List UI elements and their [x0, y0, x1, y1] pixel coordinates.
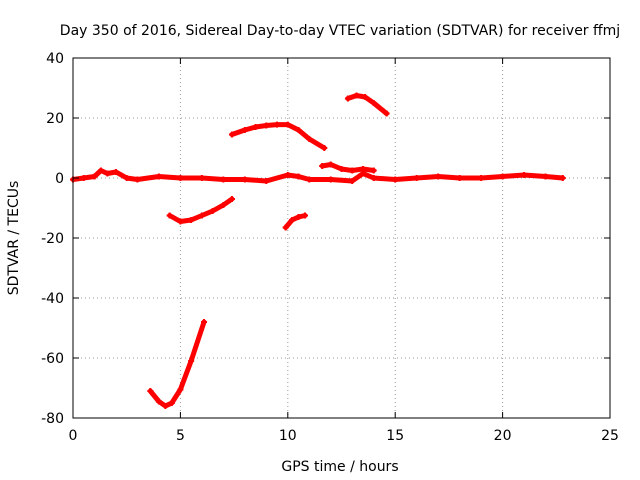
data-point-arc-upper — [241, 127, 248, 133]
data-point-baseline — [112, 169, 119, 175]
y-axis-label: SDTVAR / TECUs — [6, 181, 22, 296]
data-point-arc-left-dip — [209, 208, 216, 214]
data-point-arc-upper — [295, 127, 302, 133]
data-point-arc-top-right — [362, 94, 369, 100]
data-point-arc-mid-right — [319, 163, 326, 169]
data-point-baseline — [220, 176, 227, 183]
series-arc-top-right — [345, 93, 390, 116]
data-point-baseline — [295, 173, 302, 180]
series-arc-small — [283, 213, 308, 230]
data-point-baseline — [435, 173, 442, 180]
data-point-arc-top-right — [370, 100, 377, 106]
data-point-baseline — [349, 178, 356, 184]
data-point-baseline — [241, 176, 248, 183]
data-point-arc-left-dip — [198, 212, 205, 219]
data-point-arc-deep — [177, 386, 184, 393]
y-tick-label: 0 — [55, 171, 64, 187]
x-tick-label: 5 — [176, 428, 185, 444]
data-point-baseline — [97, 167, 104, 174]
data-point-baseline — [80, 175, 87, 181]
data-point-arc-deep — [188, 358, 195, 364]
x-tick-label: 15 — [386, 428, 404, 444]
y-tick-label: 20 — [46, 111, 64, 127]
data-point-arc-small — [301, 212, 308, 219]
data-point-baseline — [327, 176, 334, 183]
data-point-arc-deep — [162, 403, 169, 409]
data-point-arc-upper — [252, 124, 259, 130]
data-point-arc-deep — [201, 319, 208, 325]
chart-title: Day 350 of 2016, Sidereal Day-to-day VTE… — [60, 23, 620, 39]
data-point-arc-left-dip — [177, 218, 184, 225]
data-point-baseline — [134, 176, 141, 183]
data-point-baseline — [499, 173, 506, 180]
data-point-arc-small — [295, 214, 302, 220]
data-point-arc-deep — [155, 398, 162, 405]
y-tick-label: 40 — [46, 51, 64, 67]
series-group — [70, 92, 566, 409]
data-point-baseline — [104, 170, 111, 177]
series-arc-upper — [229, 122, 327, 151]
y-tick-label: -40 — [41, 291, 64, 307]
data-point-baseline — [521, 172, 528, 178]
data-point-baseline — [177, 175, 184, 181]
data-point-arc-mid-right — [327, 161, 334, 168]
data-point-baseline — [392, 176, 399, 183]
data-point-baseline — [306, 176, 313, 183]
y-tick-label: -80 — [41, 411, 64, 427]
data-point-arc-top-right — [353, 92, 360, 99]
data-point-arc-left-dip — [228, 196, 235, 202]
data-point-arc-upper — [284, 121, 291, 128]
data-point-arc-left-dip — [188, 217, 195, 223]
data-point-arc-mid-right — [370, 167, 377, 174]
x-axis-label: GPS time / hours — [281, 459, 398, 475]
data-point-baseline — [559, 175, 566, 181]
data-point-arc-upper — [306, 136, 313, 142]
y-tick-label: -20 — [41, 231, 64, 247]
data-point-arc-top-right — [383, 110, 390, 117]
grid — [73, 58, 610, 418]
x-tick-label: 10 — [279, 428, 297, 444]
data-point-arc-deep — [147, 388, 154, 394]
data-point-baseline — [456, 175, 463, 181]
data-point-baseline — [123, 175, 130, 181]
data-point-arc-small — [289, 217, 296, 223]
data-point-baseline — [542, 173, 549, 180]
data-point-baseline — [370, 175, 377, 181]
data-point-arc-left-dip — [220, 202, 227, 208]
data-point-arc-left-dip — [166, 212, 173, 219]
x-tick-label: 0 — [69, 428, 78, 444]
series-baseline — [70, 168, 566, 184]
x-tick-label: 25 — [601, 428, 619, 444]
data-point-baseline — [284, 172, 291, 178]
y-tick-label: -60 — [41, 351, 64, 367]
data-point-arc-mid-right — [349, 167, 356, 174]
ticks: 0 5 10 15 20 25 -80 -60 -40 -20 0 20 40 — [41, 51, 619, 444]
data-point-arc-mid-right — [338, 166, 345, 172]
data-point-baseline — [91, 173, 98, 180]
data-point-arc-upper — [274, 121, 281, 128]
data-point-arc-upper — [263, 122, 270, 129]
data-point-baseline — [478, 175, 485, 181]
data-point-baseline — [198, 175, 205, 181]
x-tick-label: 20 — [494, 428, 512, 444]
data-point-arc-mid-right — [359, 166, 366, 172]
data-point-arc-upper — [321, 145, 328, 151]
data-point-baseline — [263, 178, 270, 184]
data-point-baseline — [413, 175, 420, 181]
data-point-arc-upper — [228, 131, 235, 138]
data-point-arc-top-right — [344, 95, 351, 102]
data-point-arc-small — [282, 224, 289, 231]
data-point-arc-deep — [168, 400, 175, 406]
data-point-baseline — [155, 173, 162, 180]
series-arc-deep — [147, 319, 207, 409]
